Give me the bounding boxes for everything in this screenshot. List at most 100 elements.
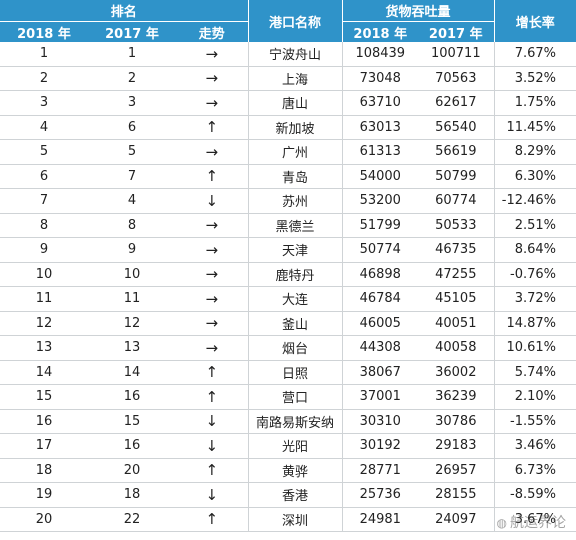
rank-2017-cell: 10 bbox=[88, 262, 176, 287]
rank-2018-cell: 17 bbox=[0, 433, 88, 459]
rank-2018-cell: 4 bbox=[0, 115, 88, 140]
growth-rate-cell: -12.46% bbox=[494, 188, 576, 214]
port-name-header: 港口名称 bbox=[248, 0, 343, 42]
rank-2017-cell: 16 bbox=[88, 384, 176, 410]
port-name-cell: 日照 bbox=[248, 360, 343, 385]
growth-rate-cell: 3.46% bbox=[494, 433, 576, 459]
rank-2018-cell: 7 bbox=[0, 188, 88, 214]
throughput-2017-cell: 24097 bbox=[418, 507, 495, 532]
rank-2017-cell: 9 bbox=[88, 237, 176, 263]
throughput-2018-cell: 73048 bbox=[342, 66, 419, 91]
throughput-2018-cell: 54000 bbox=[342, 164, 419, 189]
table-row: 19 18 ↓ 香港 25736 28155 -8.59% bbox=[0, 482, 576, 508]
rank-2017-cell: 7 bbox=[88, 164, 176, 189]
throughput-2017-cell: 36239 bbox=[418, 384, 495, 410]
throughput-2017-cell: 40051 bbox=[418, 311, 495, 336]
table-row: 15 16 ↑ 营口 37001 36239 2.10% bbox=[0, 384, 576, 410]
rank-2017-header: 2017 年 bbox=[88, 21, 176, 42]
table-row: 6 7 ↑ 青岛 54000 50799 6.30% bbox=[0, 164, 576, 189]
table-row: 5 5 → 广州 61313 56619 8.29% bbox=[0, 139, 576, 165]
growth-header: 增长率 bbox=[494, 0, 576, 42]
growth-rate-cell: 5.74% bbox=[494, 360, 576, 385]
rank-2018-cell: 12 bbox=[0, 311, 88, 336]
throughput-2017-cell: 40058 bbox=[418, 335, 495, 361]
port-name-cell: 唐山 bbox=[248, 90, 343, 116]
throughput-2018-cell: 63710 bbox=[342, 90, 419, 116]
growth-rate-cell: 8.29% bbox=[494, 139, 576, 165]
growth-rate-cell: 6.73% bbox=[494, 458, 576, 483]
throughput-2017-cell: 45105 bbox=[418, 286, 495, 312]
throughput-2017-cell: 50799 bbox=[418, 164, 495, 189]
trend-arrow-icon: ↑ bbox=[176, 384, 249, 410]
table-body: 1 1 → 宁波舟山 108439 100711 7.67% 2 2 → 上海 73048 70563 3… bbox=[0, 42, 576, 532]
growth-rate-cell: 14.87% bbox=[494, 311, 576, 336]
rank-2017-cell: 14 bbox=[88, 360, 176, 385]
port-name-cell: 深圳 bbox=[248, 507, 343, 532]
throughput-2018-cell: 28771 bbox=[342, 458, 419, 483]
growth-rate-cell: 3.67% bbox=[494, 507, 576, 532]
throughput-group-header: 货物吞吐量 bbox=[342, 0, 495, 22]
growth-rate-cell: 1.75% bbox=[494, 90, 576, 116]
port-name-cell: 香港 bbox=[248, 482, 343, 508]
growth-rate-cell: -8.59% bbox=[494, 482, 576, 508]
throughput-2018-header: 2018 年 bbox=[342, 21, 419, 42]
throughput-2018-cell: 30192 bbox=[342, 433, 419, 459]
rank-2017-cell: 11 bbox=[88, 286, 176, 312]
port-name-cell: 天津 bbox=[248, 237, 343, 263]
port-name-cell: 釜山 bbox=[248, 311, 343, 336]
rank-2017-cell: 18 bbox=[88, 482, 176, 508]
port-name-cell: 光阳 bbox=[248, 433, 343, 459]
table-row: 2 2 → 上海 73048 70563 3.52% bbox=[0, 66, 576, 91]
trend-arrow-icon: → bbox=[176, 42, 249, 67]
throughput-2017-cell: 50533 bbox=[418, 213, 495, 238]
port-name-cell: 上海 bbox=[248, 66, 343, 91]
growth-rate-cell: 2.51% bbox=[494, 213, 576, 238]
throughput-2018-cell: 38067 bbox=[342, 360, 419, 385]
rank-2018-cell: 11 bbox=[0, 286, 88, 312]
table-row: 7 4 ↓ 苏州 53200 60774 -12.46% bbox=[0, 188, 576, 214]
throughput-2018-cell: 44308 bbox=[342, 335, 419, 361]
rank-2017-cell: 4 bbox=[88, 188, 176, 214]
table-row: 14 14 ↑ 日照 38067 36002 5.74% bbox=[0, 360, 576, 385]
table-row: 18 20 ↑ 黄骅 28771 26957 6.73% bbox=[0, 458, 576, 483]
rank-2018-cell: 18 bbox=[0, 458, 88, 483]
growth-rate-cell: 8.64% bbox=[494, 237, 576, 263]
trend-arrow-icon: ↑ bbox=[176, 360, 249, 385]
trend-arrow-icon: ↓ bbox=[176, 188, 249, 214]
port-name-cell: 新加坡 bbox=[248, 115, 343, 140]
port-name-cell: 烟台 bbox=[248, 335, 343, 361]
trend-arrow-icon: ↑ bbox=[176, 115, 249, 140]
rank-2017-cell: 22 bbox=[88, 507, 176, 532]
table-row: 17 16 ↓ 光阳 30192 29183 3.46% bbox=[0, 433, 576, 459]
rank-group-header: 排名 bbox=[0, 0, 249, 22]
trend-arrow-icon: ↓ bbox=[176, 409, 249, 434]
throughput-2018-cell: 25736 bbox=[342, 482, 419, 508]
rank-2017-cell: 8 bbox=[88, 213, 176, 238]
growth-rate-cell: 3.72% bbox=[494, 286, 576, 312]
trend-arrow-icon: ↓ bbox=[176, 482, 249, 508]
rank-2017-cell: 6 bbox=[88, 115, 176, 140]
table-row: 16 15 ↓ 南路易斯安纳 30310 30786 -1.55% bbox=[0, 409, 576, 434]
trend-arrow-icon: → bbox=[176, 262, 249, 287]
rank-2018-cell: 2 bbox=[0, 66, 88, 91]
throughput-2018-cell: 50774 bbox=[342, 237, 419, 263]
growth-rate-cell: 11.45% bbox=[494, 115, 576, 140]
port-name-cell: 苏州 bbox=[248, 188, 343, 214]
table-row: 20 22 ↑ 深圳 24981 24097 3.67% bbox=[0, 507, 576, 532]
table-row: 8 8 → 黑德兰 51799 50533 2.51% bbox=[0, 213, 576, 238]
throughput-2018-cell: 63013 bbox=[342, 115, 419, 140]
trend-arrow-icon: → bbox=[176, 237, 249, 263]
trend-arrow-icon: ↑ bbox=[176, 458, 249, 483]
port-name-cell: 黄骅 bbox=[248, 458, 343, 483]
table-row: 12 12 → 釜山 46005 40051 14.87% bbox=[0, 311, 576, 336]
throughput-2017-cell: 46735 bbox=[418, 237, 495, 263]
rank-2018-cell: 19 bbox=[0, 482, 88, 508]
trend-arrow-icon: → bbox=[176, 286, 249, 312]
growth-rate-cell: 3.52% bbox=[494, 66, 576, 91]
table-row: 4 6 ↑ 新加坡 63013 56540 11.45% bbox=[0, 115, 576, 140]
throughput-2018-cell: 30310 bbox=[342, 409, 419, 434]
table-row: 13 13 → 烟台 44308 40058 10.61% bbox=[0, 335, 576, 361]
trend-arrow-icon: ↑ bbox=[176, 507, 249, 532]
rank-2018-cell: 13 bbox=[0, 335, 88, 361]
